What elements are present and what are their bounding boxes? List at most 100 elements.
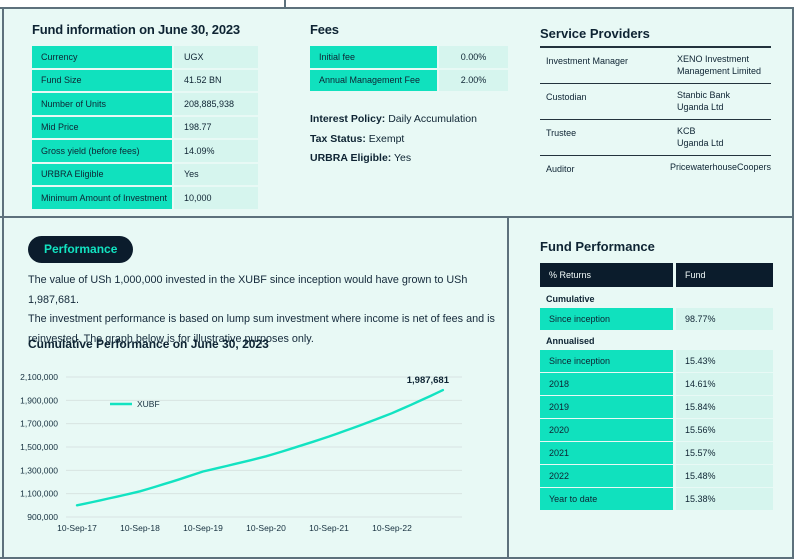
service-provider-row: Investment Manager XENO Investment Manag… <box>540 48 771 84</box>
performance-description-line: The value of USh 1,000,000 invested in t… <box>28 274 468 306</box>
fund-column-header: Fund <box>676 263 773 287</box>
urbra-eligible-line: URBRA Eligible: Yes <box>310 149 477 169</box>
left-border-line <box>2 9 4 558</box>
urbra-eligible-value: Yes <box>394 152 412 164</box>
fund-policies: Interest Policy: Daily Accumulation Tax … <box>310 110 477 169</box>
fees-row-value: 2.00% <box>439 69 508 91</box>
service-provider-row: Auditor PricewaterhouseCoopers <box>540 156 771 180</box>
service-providers-block: Service Providers Investment Manager XEN… <box>540 26 771 180</box>
row-value: 15.56% <box>676 419 773 441</box>
service-provider-value: PricewaterhouseCoopers <box>670 162 771 174</box>
fund-info-row-value: 10,000 <box>174 187 258 209</box>
svg-text:10-Sep-22: 10-Sep-22 <box>372 523 412 533</box>
svg-text:10-Sep-17: 10-Sep-17 <box>57 523 97 533</box>
cumulative-section-label: Cumulative <box>546 293 595 304</box>
row-value: 15.57% <box>676 442 773 464</box>
svg-text:1,900,000: 1,900,000 <box>20 395 58 405</box>
fees-table: Initial fee 0.00% Annual Management Fee … <box>310 46 508 91</box>
row-label: Year to date <box>540 488 673 510</box>
fund-info-row-value: 208,885,938 <box>174 93 258 115</box>
fees-title: Fees <box>310 22 339 37</box>
service-provider-label: Trustee <box>546 128 577 138</box>
interest-policy-value: Daily Accumulation <box>388 113 477 125</box>
fund-info-row-label: Fund Size <box>32 69 172 91</box>
svg-text:XUBF: XUBF <box>137 399 160 409</box>
performance-badge: Performance <box>28 236 134 263</box>
row-label: Since inception <box>540 350 673 372</box>
row-value: 98.77% <box>676 308 773 330</box>
svg-text:10-Sep-18: 10-Sep-18 <box>120 523 160 533</box>
fund-info-row-label: Currency <box>32 46 172 68</box>
tax-status-label: Tax Status: <box>310 132 366 145</box>
service-provider-value-line: XENO Investment <box>677 54 750 64</box>
fund-info-title: Fund information on June 30, 2023 <box>32 22 240 37</box>
fund-info-row-label: URBRA Eligible <box>32 163 172 185</box>
fund-performance-row: Year to date 15.38% <box>540 488 773 510</box>
service-provider-value: XENO Investment Management Limited <box>677 54 771 77</box>
service-provider-value-line: Uganda Ltd <box>677 101 724 112</box>
service-provider-value-line: Uganda Ltd <box>677 137 724 148</box>
performance-description: The value of USh 1,000,000 invested in t… <box>28 271 508 349</box>
fund-info-row-value: UGX <box>174 46 258 68</box>
fund-performance-title: Fund Performance <box>540 239 655 254</box>
row-value: 15.48% <box>676 465 773 487</box>
svg-text:10-Sep-21: 10-Sep-21 <box>309 523 349 533</box>
row-value: 14.61% <box>676 373 773 395</box>
fund-performance-row: 2020 15.56% <box>540 419 773 441</box>
service-provider-value-line: Management Limited <box>677 65 762 76</box>
svg-text:2,100,000: 2,100,000 <box>20 372 58 382</box>
row-label: 2020 <box>540 419 673 441</box>
performance-description-line: reinvested. The graph below is for illus… <box>28 332 314 345</box>
row-label: 2018 <box>540 373 673 395</box>
urbra-eligible-label: URBRA Eligible: <box>310 152 392 164</box>
fees-row-label: Annual Management Fee <box>310 69 437 91</box>
fund-performance-row: 2018 14.61% <box>540 373 773 395</box>
fees-row-value: 0.00% <box>439 46 508 68</box>
tax-status-line: Tax Status: Exempt <box>310 130 477 150</box>
svg-text:1,700,000: 1,700,000 <box>20 419 58 429</box>
fund-performance-row: Since inception 15.43% <box>540 350 773 372</box>
service-provider-row: Custodian Stanbic Bank Uganda Ltd <box>540 84 771 120</box>
fund-info-row-label: Minimum Amount of Investment <box>32 187 172 209</box>
row-label: 2021 <box>540 442 673 464</box>
interest-policy-line: Interest Policy: Daily Accumulation <box>310 110 477 130</box>
top-column-tick <box>284 0 286 7</box>
row-label: 2019 <box>540 396 673 418</box>
fund-info-row-label: Mid Price <box>32 116 172 138</box>
svg-text:1,100,000: 1,100,000 <box>20 489 58 499</box>
svg-text:1,987,681: 1,987,681 <box>407 375 450 386</box>
svg-text:1,500,000: 1,500,000 <box>20 442 58 452</box>
service-providers-title: Service Providers <box>540 26 771 48</box>
fees-row-label: Initial fee <box>310 46 437 68</box>
fund-info-row-value: Yes <box>174 163 258 185</box>
service-provider-row: Trustee KCB Uganda Ltd <box>540 120 771 156</box>
row-label: 2022 <box>540 465 673 487</box>
returns-column-header: % Returns <box>540 263 673 287</box>
performance-description-line: The investment performance is based on l… <box>28 313 495 325</box>
annualised-section-label: Annualised <box>546 335 595 346</box>
service-provider-label: Custodian <box>546 92 587 102</box>
fund-info-row-value: 198.77 <box>174 116 258 138</box>
cumulative-performance-chart: 900,000 1,100,000 1,300,000 1,500,000 1,700,… <box>18 366 478 538</box>
service-provider-label: Auditor <box>546 164 575 174</box>
service-provider-value-line: PricewaterhouseCoopers <box>669 162 771 172</box>
service-provider-value: Stanbic Bank Uganda Ltd <box>677 90 771 113</box>
fund-info-row-value: 41.52 BN <box>174 69 258 91</box>
cumulative-performance-title: Cumulative Performance on June 30, 2023 <box>28 337 269 351</box>
svg-text:10-Sep-19: 10-Sep-19 <box>183 523 223 533</box>
service-provider-value: KCB Uganda Ltd <box>677 126 771 149</box>
row-value: 15.84% <box>676 396 773 418</box>
svg-text:1,300,000: 1,300,000 <box>20 465 58 475</box>
fund-performance-table: % Returns Fund Cumulative Since inceptio… <box>540 263 773 511</box>
section-divider-vertical <box>507 218 509 557</box>
fund-performance-row: 2022 15.48% <box>540 465 773 487</box>
fund-performance-row: 2021 15.57% <box>540 442 773 464</box>
tax-status-value: Exempt <box>368 132 405 145</box>
right-border-line <box>792 9 794 558</box>
section-divider-horizontal <box>0 216 794 218</box>
service-provider-label: Investment Manager <box>546 56 629 66</box>
service-provider-value-line: KCB <box>677 126 696 136</box>
interest-policy-label: Interest Policy: <box>310 113 386 125</box>
svg-text:10-Sep-20: 10-Sep-20 <box>246 523 286 533</box>
